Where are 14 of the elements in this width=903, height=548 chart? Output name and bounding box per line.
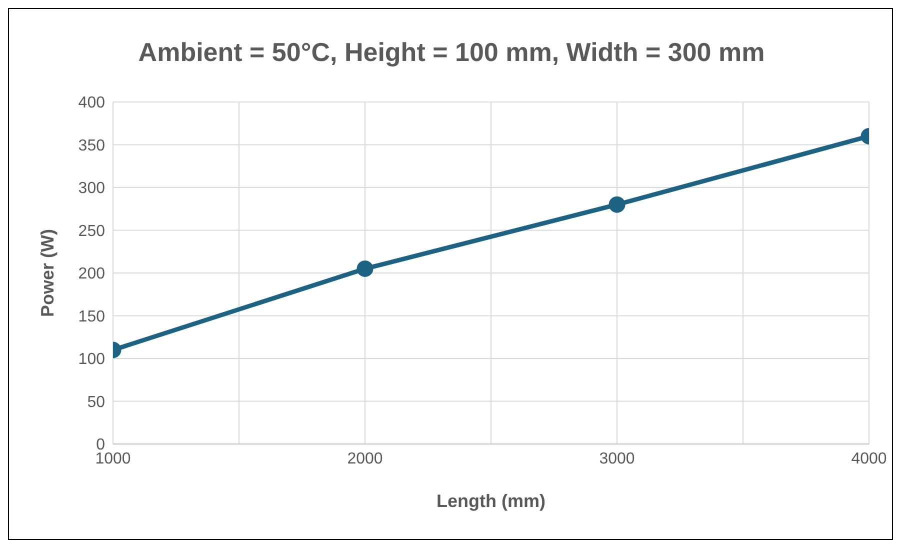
y-tick-label: 300: [78, 180, 106, 198]
x-tick-label: 3000: [599, 450, 635, 468]
x-tick-label: 2000: [347, 450, 383, 468]
y-tick-label: 150: [78, 308, 106, 326]
x-axis-title: Length (mm): [436, 491, 546, 511]
y-tick-label: 400: [78, 94, 106, 112]
y-tick-label: 50: [87, 394, 106, 411]
y-tick-label: 350: [78, 137, 106, 154]
y-tick-label: 200: [78, 266, 106, 283]
chart-title: Ambient = 50°C, Height = 100 mm, Width = 300 mm: [137, 37, 766, 68]
x-tick-label: 4000: [851, 450, 887, 468]
y-axis-title: Power (W): [37, 229, 58, 317]
y-tick-label: 100: [78, 351, 106, 368]
y-tick-label: 250: [78, 222, 106, 240]
